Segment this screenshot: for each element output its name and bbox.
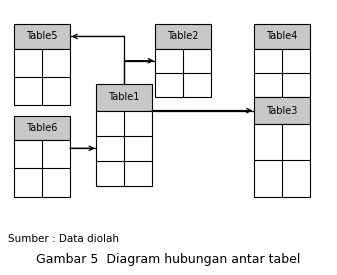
Bar bbox=[14, 116, 70, 140]
Text: Table2: Table2 bbox=[167, 31, 199, 42]
Bar bbox=[14, 49, 70, 105]
Bar bbox=[14, 140, 70, 197]
Bar bbox=[14, 24, 70, 49]
Bar bbox=[96, 111, 152, 186]
Text: Table3: Table3 bbox=[266, 106, 298, 116]
Bar bbox=[96, 84, 152, 111]
Text: Gambar 5  Diagram hubungan antar tabel: Gambar 5 Diagram hubungan antar tabel bbox=[36, 253, 301, 266]
Bar bbox=[155, 24, 211, 49]
Text: Sumber : Data diolah: Sumber : Data diolah bbox=[8, 235, 119, 244]
Bar bbox=[254, 24, 310, 49]
Text: Table4: Table4 bbox=[266, 31, 298, 42]
Bar bbox=[254, 124, 310, 197]
Text: Table6: Table6 bbox=[26, 123, 58, 133]
Text: Table5: Table5 bbox=[26, 31, 58, 42]
Bar bbox=[155, 49, 211, 97]
Bar bbox=[254, 97, 310, 124]
Text: Table1: Table1 bbox=[109, 92, 140, 102]
Bar bbox=[254, 49, 310, 97]
